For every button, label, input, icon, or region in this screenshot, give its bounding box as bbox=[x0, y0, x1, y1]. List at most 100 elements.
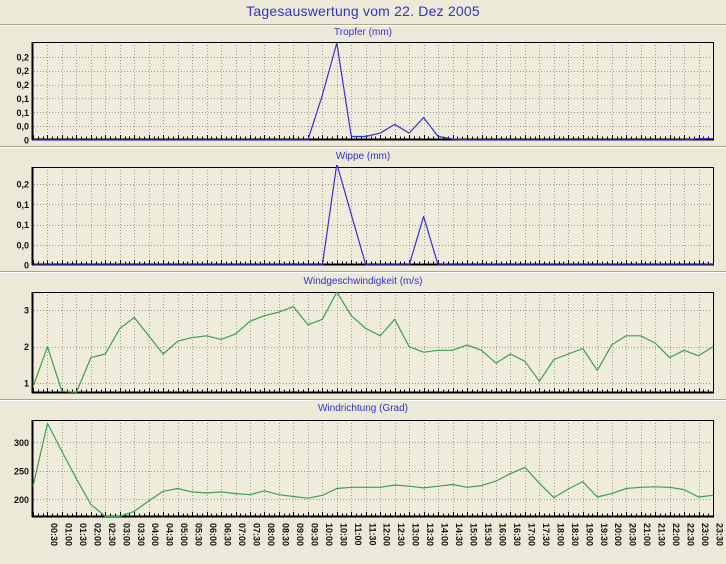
svg-text:04:30: 04:30 bbox=[165, 523, 175, 546]
svg-text:01:30: 01:30 bbox=[78, 523, 88, 546]
svg-text:02:30: 02:30 bbox=[107, 523, 117, 546]
svg-text:12:00: 12:00 bbox=[382, 523, 392, 546]
svg-text:08:00: 08:00 bbox=[266, 523, 276, 546]
svg-text:0,1: 0,1 bbox=[16, 94, 29, 104]
x-minor-ticks bbox=[33, 260, 714, 264]
svg-text:17:30: 17:30 bbox=[541, 523, 551, 546]
svg-text:02:00: 02:00 bbox=[92, 523, 102, 546]
plot-area bbox=[33, 292, 713, 393]
horizontal-gridlines bbox=[34, 184, 712, 246]
svg-text:10:00: 10:00 bbox=[324, 523, 334, 546]
svg-text:21:00: 21:00 bbox=[642, 523, 652, 546]
svg-text:0,1: 0,1 bbox=[16, 220, 29, 230]
svg-text:17:00: 17:00 bbox=[526, 523, 536, 546]
separator-2 bbox=[0, 271, 726, 273]
svg-text:250: 250 bbox=[14, 466, 29, 476]
chart-title-tropfer: Tropfer (mm) bbox=[334, 27, 392, 38]
svg-text:21:30: 21:30 bbox=[657, 523, 667, 546]
svg-text:15:30: 15:30 bbox=[483, 523, 493, 546]
svg-text:200: 200 bbox=[14, 495, 29, 505]
svg-text:07:00: 07:00 bbox=[237, 523, 247, 546]
series-line bbox=[33, 165, 713, 266]
y-axis-labels: 3 2 1 bbox=[24, 306, 29, 389]
svg-text:0,1: 0,1 bbox=[16, 200, 29, 210]
windgeschwindigkeit-plot: 3 2 1 bbox=[24, 291, 714, 394]
separator-top bbox=[0, 24, 726, 26]
svg-text:0: 0 bbox=[24, 261, 29, 270]
svg-text:19:00: 19:00 bbox=[584, 523, 594, 546]
svg-text:11:30: 11:30 bbox=[367, 523, 377, 546]
svg-text:20:30: 20:30 bbox=[628, 523, 638, 546]
horizontal-gridlines bbox=[34, 442, 712, 500]
svg-text:06:30: 06:30 bbox=[223, 523, 233, 546]
plot-area bbox=[33, 167, 713, 265]
svg-text:22:30: 22:30 bbox=[686, 523, 696, 546]
svg-text:14:30: 14:30 bbox=[454, 523, 464, 546]
svg-text:1: 1 bbox=[24, 379, 29, 389]
svg-text:0,2: 0,2 bbox=[16, 80, 29, 90]
svg-text:13:00: 13:00 bbox=[411, 523, 421, 546]
separator-1 bbox=[0, 146, 726, 148]
chart-title-windrichtung: Windrichtung (Grad) bbox=[317, 403, 409, 414]
svg-text:300: 300 bbox=[14, 438, 29, 448]
svg-text:04:00: 04:00 bbox=[150, 523, 160, 546]
y-axis-labels: 300 250 200 bbox=[14, 438, 29, 505]
svg-text:2: 2 bbox=[24, 342, 29, 352]
svg-text:13:30: 13:30 bbox=[425, 523, 435, 546]
svg-text:09:00: 09:00 bbox=[295, 523, 305, 546]
svg-text:01:00: 01:00 bbox=[63, 523, 73, 546]
svg-text:0,0: 0,0 bbox=[16, 240, 29, 250]
chart-title-windgeschwindigkeit: Windgeschwindigkeit (m/s) bbox=[303, 276, 423, 287]
svg-text:0,1: 0,1 bbox=[16, 108, 29, 118]
svg-text:09:30: 09:30 bbox=[309, 523, 319, 546]
svg-text:20:00: 20:00 bbox=[613, 523, 623, 546]
y-axis-labels: 0,2 0,2 0,2 0,1 0,1 0,0 0 bbox=[16, 52, 29, 144]
svg-text:0: 0 bbox=[24, 136, 29, 145]
svg-text:05:00: 05:00 bbox=[179, 523, 189, 546]
svg-text:3: 3 bbox=[24, 306, 29, 316]
svg-text:11:00: 11:00 bbox=[353, 523, 363, 546]
x-minor-ticks bbox=[33, 135, 714, 139]
svg-text:18:30: 18:30 bbox=[570, 523, 580, 546]
chart-title-wippe: Wippe (mm) bbox=[335, 151, 391, 162]
svg-text:19:30: 19:30 bbox=[599, 523, 609, 546]
vertical-gridlines bbox=[47, 420, 700, 516]
x-minor-ticks bbox=[33, 388, 714, 392]
x-minor-ticks bbox=[33, 512, 714, 516]
plot-area bbox=[33, 42, 713, 140]
svg-text:15:00: 15:00 bbox=[469, 523, 479, 546]
svg-text:23:00: 23:00 bbox=[700, 523, 710, 546]
series-line bbox=[32, 422, 714, 518]
svg-text:10:30: 10:30 bbox=[338, 523, 348, 546]
svg-text:16:00: 16:00 bbox=[497, 523, 507, 546]
svg-text:06:00: 06:00 bbox=[208, 523, 218, 546]
y-axis-labels: 0,2 0,1 0,1 0,0 0 bbox=[16, 180, 29, 269]
svg-text:05:30: 05:30 bbox=[194, 523, 204, 546]
plot-area bbox=[33, 420, 713, 517]
svg-text:12:30: 12:30 bbox=[396, 523, 406, 546]
series-line bbox=[33, 42, 713, 141]
axis-frame bbox=[31, 292, 714, 394]
tropfer-plot: 0,2 0,2 0,2 0,1 0,1 0,0 0 bbox=[16, 42, 714, 144]
vertical-gridlines bbox=[47, 42, 700, 139]
wippe-plot: 0,2 0,1 0,1 0,0 0 bbox=[16, 165, 714, 269]
axis-frame bbox=[31, 420, 714, 518]
vertical-gridlines bbox=[47, 167, 700, 264]
svg-text:08:30: 08:30 bbox=[280, 523, 290, 546]
svg-text:0,2: 0,2 bbox=[16, 66, 29, 76]
svg-text:16:30: 16:30 bbox=[512, 523, 522, 546]
horizontal-gridlines bbox=[34, 310, 712, 384]
series-line bbox=[32, 291, 714, 393]
separator-3 bbox=[0, 399, 726, 401]
svg-text:07:30: 07:30 bbox=[252, 523, 262, 546]
svg-text:0,2: 0,2 bbox=[16, 52, 29, 62]
page-title: Tagesauswertung vom 22. Dez 2005 bbox=[246, 3, 480, 19]
svg-text:00:30: 00:30 bbox=[49, 523, 59, 546]
svg-text:22:00: 22:00 bbox=[671, 523, 681, 546]
svg-text:0,2: 0,2 bbox=[16, 180, 29, 190]
svg-text:14:00: 14:00 bbox=[440, 523, 450, 546]
svg-text:0,0: 0,0 bbox=[16, 122, 29, 132]
svg-text:23:30: 23:30 bbox=[715, 523, 725, 546]
